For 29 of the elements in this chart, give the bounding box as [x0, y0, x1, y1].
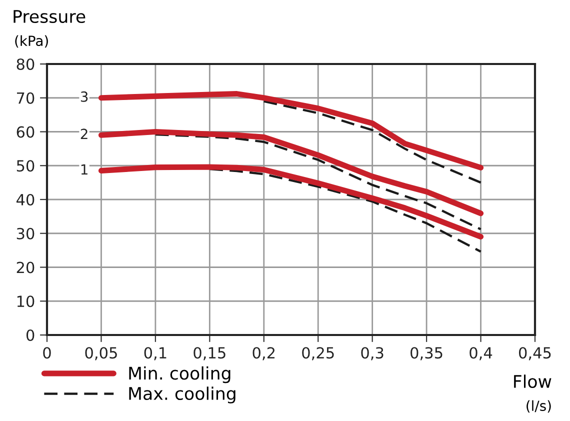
- line-series: [154, 133, 482, 230]
- x-tick-label: 0,15: [194, 347, 226, 360]
- x-tick-label: 0,45: [519, 347, 551, 360]
- x-tick-label: 0,25: [302, 347, 334, 360]
- legend-label: Max. cooling: [129, 386, 236, 404]
- x-tick-label: 0,2: [252, 347, 275, 360]
- y-tick-label: 40: [16, 194, 34, 206]
- x-tick-label: 0,35: [410, 347, 442, 360]
- x-tick-label: 0,1: [144, 347, 166, 360]
- x-tick-label: 0: [43, 347, 51, 359]
- y-tick-label: 0: [26, 329, 34, 342]
- x-tick-label: 0,3: [361, 347, 384, 360]
- y-tick-label: 30: [16, 228, 34, 240]
- line-series: [262, 100, 482, 184]
- x-axis-title: Flow (l/s): [514, 374, 552, 413]
- y-tick-label: 50: [16, 160, 34, 172]
- annotation: 2: [80, 128, 88, 139]
- y-axis-title: Pressure (kPa): [14, 10, 86, 48]
- x-tick-label: 0,4: [470, 347, 492, 360]
- legend-label: Min. cooling: [129, 366, 230, 384]
- y-tick-label: 70: [17, 92, 34, 104]
- y-tick-label: 80: [16, 58, 34, 70]
- x-tick-label: 0,05: [85, 347, 117, 360]
- annotation: 1: [81, 164, 88, 175]
- y-tick-label: 60: [16, 126, 34, 138]
- line-series: [208, 168, 482, 253]
- y-tick-label: 20: [16, 262, 34, 274]
- annotation: 3: [80, 91, 88, 102]
- y-tick-label: 10: [17, 296, 34, 308]
